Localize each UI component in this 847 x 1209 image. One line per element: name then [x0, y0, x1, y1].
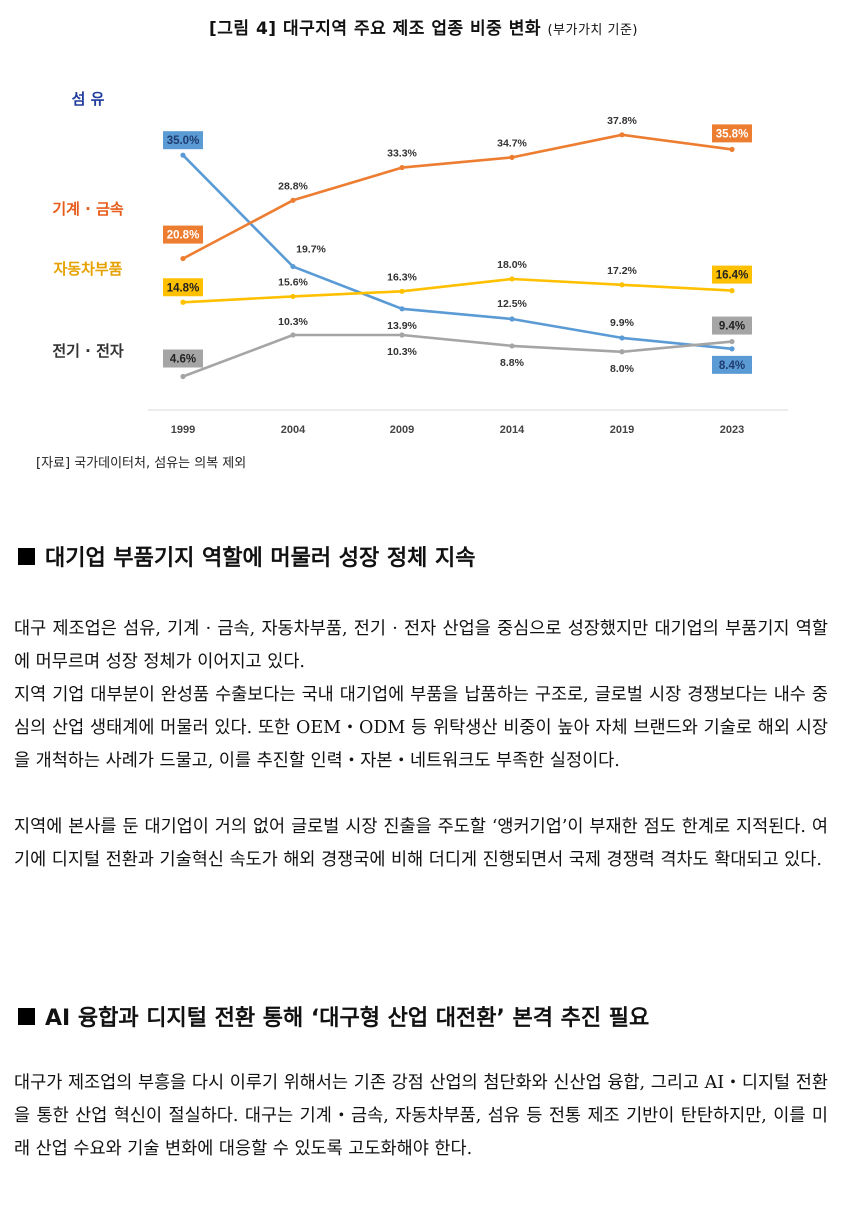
data-point — [619, 282, 625, 288]
data-label: 4.6% — [170, 354, 196, 366]
data-label-box — [712, 265, 752, 284]
data-label: 28.8% — [278, 180, 308, 192]
data-label: 9.4% — [719, 321, 745, 333]
data-label: 16.3% — [387, 271, 417, 283]
data-label: 17.2% — [607, 265, 637, 277]
data-label: 13.9% — [387, 320, 417, 332]
data-label: 8.4% — [719, 360, 745, 372]
data-point — [729, 338, 735, 345]
data-label: 34.7% — [497, 137, 527, 149]
data-label: 12.5% — [497, 298, 527, 310]
data-point — [180, 299, 186, 305]
data-point — [180, 255, 186, 262]
figure-title-main: [그림 4] 대구지역 주요 제조 업종 비중 변화 — [208, 19, 542, 39]
data-label: 10.3% — [387, 346, 417, 358]
section-2-body: 대구가 제조업의 부흥을 다시 이루기 위해서는 기존 강점 산업의 첨단화와 … — [14, 1067, 828, 1166]
data-point — [619, 132, 625, 138]
data-label-box — [163, 349, 203, 368]
series-name-label: 자동차부품 — [53, 260, 122, 278]
data-label-box — [163, 225, 203, 244]
series-name-label: 기계 · 금속 — [52, 200, 124, 218]
figure-title-sub: (부가가치 기준) — [547, 23, 638, 38]
x-tick-label: 1999 — [171, 424, 195, 436]
data-label-box — [712, 316, 752, 335]
figure-source: [자료] 국가데이터처, 섬유는 의복 제외 — [36, 456, 247, 471]
data-point — [290, 263, 296, 270]
data-label: 35.0% — [167, 135, 200, 147]
section-heading-2: AI 융합과 디지털 전환 통해 ‘대구형 산업 대전환’ 본격 추진 필요 — [18, 1000, 649, 1032]
data-point — [619, 335, 625, 341]
x-tick-label: 2009 — [390, 424, 414, 436]
black-square-icon — [18, 1008, 35, 1025]
paragraph: 지역에 본사를 둔 대기업이 거의 없어 글로벌 시장 진출을 주도할 ‘앵커기… — [14, 817, 828, 870]
data-point — [399, 288, 405, 294]
data-label: 9.9% — [610, 317, 635, 329]
data-label-box — [712, 355, 752, 374]
section-1-body: 대구 제조업은 섬유, 기계 · 금속, 자동차부품, 전기 · 전자 산업을 … — [14, 613, 828, 877]
series-name-label: 전기 · 전자 — [52, 342, 124, 360]
data-label: 8.0% — [610, 363, 635, 375]
data-point — [399, 332, 405, 338]
series-line — [182, 154, 733, 351]
figure-title: [그림 4] 대구지역 주요 제조 업종 비중 변화 (부가가치 기준) — [0, 14, 847, 39]
data-point — [290, 293, 296, 300]
data-point — [509, 154, 515, 160]
data-label-box — [712, 124, 752, 143]
x-tick-label: 2023 — [720, 424, 744, 436]
data-point — [509, 316, 515, 322]
x-tick-label: 2014 — [500, 424, 525, 436]
section-heading-1: 대기업 부품기지 역할에 머물러 성장 정체 지속 — [18, 540, 476, 572]
data-point — [290, 332, 296, 338]
data-point — [509, 276, 515, 282]
data-label: 10.3% — [278, 316, 308, 328]
data-point — [729, 346, 735, 352]
series-line — [182, 133, 733, 260]
line-chart: 1999 2004 2009 2014 2019 2023 35.0% 19.7% 13.9% 1… — [52, 90, 788, 436]
paragraph: 지역 기업 대부분이 완성품 수출보다는 국내 대기업에 부품을 납품하는 구조… — [14, 685, 828, 771]
data-point — [509, 343, 515, 349]
data-label: 16.4% — [716, 270, 749, 282]
paragraph: 대구가 제조업의 부흥을 다시 이루기 위해서는 기존 강점 산업의 첨단화와 … — [14, 1073, 828, 1159]
data-label: 20.8% — [167, 230, 200, 242]
data-label: 8.8% — [500, 357, 525, 369]
data-label: 19.7% — [296, 244, 326, 256]
data-point — [729, 146, 735, 152]
x-tick-label: 2004 — [281, 424, 306, 436]
data-label: 18.0% — [497, 259, 527, 271]
data-point — [399, 306, 405, 312]
paragraph: 대구 제조업은 섬유, 기계 · 금속, 자동차부품, 전기 · 전자 산업을 … — [14, 619, 828, 672]
data-label-box — [163, 278, 203, 297]
black-square-icon — [18, 548, 35, 565]
data-point — [180, 152, 186, 158]
data-point — [290, 197, 296, 203]
data-label: 33.3% — [387, 148, 417, 160]
data-label-box — [163, 131, 203, 150]
data-point — [619, 349, 625, 355]
data-point — [729, 288, 735, 294]
data-label: 35.8% — [716, 128, 749, 140]
section-heading-2-text: AI 융합과 디지털 전환 통해 ‘대구형 산업 대전환’ 본격 추진 필요 — [45, 1006, 650, 1031]
series-line — [182, 277, 733, 304]
data-label: 14.8% — [167, 282, 200, 294]
section-heading-1-text: 대기업 부품기지 역할에 머물러 성장 정체 지속 — [45, 546, 476, 571]
data-label: 15.6% — [278, 276, 308, 288]
x-tick-label: 2019 — [610, 424, 634, 436]
data-label: 37.8% — [607, 115, 637, 127]
series-line — [182, 333, 733, 378]
data-point — [399, 164, 405, 171]
series-name-label: 섬 유 — [72, 90, 105, 108]
data-point — [180, 373, 186, 380]
